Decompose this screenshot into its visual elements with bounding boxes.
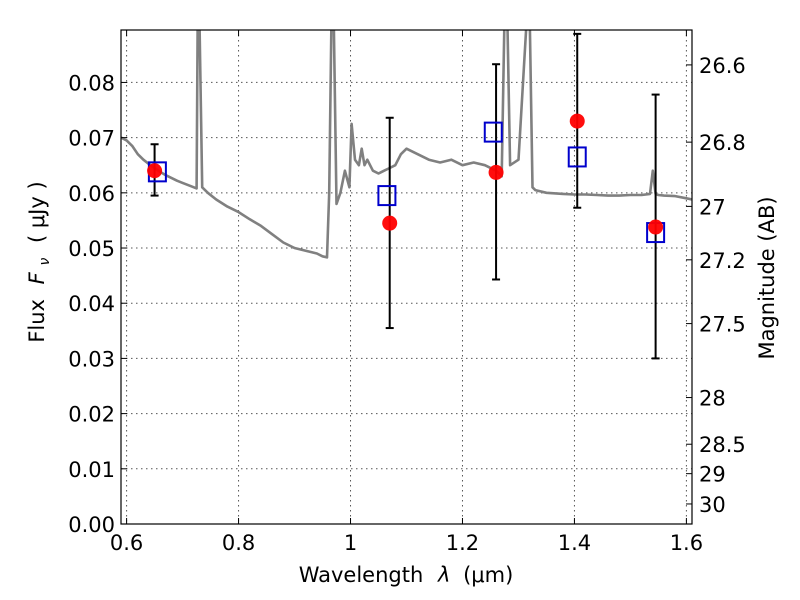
x-tick-label: 1.6 xyxy=(670,531,703,555)
axis-ticks: 0.6 0.8 1 1.2 1.4 1.6 0.00 0.01 0.02 0.03 0.04 0.05… xyxy=(68,30,746,555)
y2-tick-label: 26.6 xyxy=(699,54,746,78)
plot-frame xyxy=(120,29,693,525)
y-tick-label: 0.03 xyxy=(68,347,115,371)
model-point xyxy=(377,185,397,207)
model-markers xyxy=(147,121,666,244)
grid-lines xyxy=(121,30,692,525)
y-axis-symbol: F xyxy=(25,271,49,284)
model-point xyxy=(483,121,503,143)
y-axis-unit: ( μJy ) xyxy=(25,181,49,243)
y-tick-label: 0.01 xyxy=(68,458,115,482)
y-tick-label: 0.06 xyxy=(68,182,115,206)
model-point xyxy=(567,146,587,168)
y2-axis-title: Magnitude (AB) xyxy=(755,196,779,359)
y2-tick-label: 28.5 xyxy=(699,433,746,457)
x-axis-unit: (μm) xyxy=(463,563,513,587)
observed-markers xyxy=(147,113,664,235)
y-tick-label: 0.08 xyxy=(68,71,115,95)
observed-point xyxy=(569,113,585,129)
y2-tick-label: 29 xyxy=(699,463,726,487)
x-tick-label: 1 xyxy=(344,531,357,555)
y2-tick-label: 30 xyxy=(699,493,726,517)
x-tick-label: 1.2 xyxy=(446,531,479,555)
y-tick-label: 0.04 xyxy=(68,292,115,316)
y2-tick-label: 27.2 xyxy=(699,249,746,273)
x-tick-label: 0.8 xyxy=(222,531,255,555)
y-tick-label: 0.00 xyxy=(68,513,115,537)
y2-tick-label: 26.8 xyxy=(699,131,746,155)
spectrum-line xyxy=(121,30,692,259)
x-axis-title: Wavelength λ (μm) xyxy=(299,563,514,587)
observed-point xyxy=(147,163,163,179)
y-axis-subscript: ν xyxy=(37,258,53,266)
y-tick-label: 0.02 xyxy=(68,403,115,427)
y-tick-label: 0.05 xyxy=(68,237,115,261)
y-axis-title-text: Flux xyxy=(25,299,49,343)
observed-point xyxy=(382,215,398,231)
y2-tick-label: 28 xyxy=(699,387,726,411)
x-tick-label: 0.6 xyxy=(110,531,143,555)
observed-point xyxy=(488,164,504,180)
x-axis-title-text: Wavelength xyxy=(299,563,424,587)
spectrum-layer xyxy=(121,30,692,259)
x-tick-label: 1.4 xyxy=(558,531,591,555)
y-axis-title: Flux F ν ( μJy ) xyxy=(25,181,54,342)
observed-point xyxy=(648,219,664,235)
y2-tick-label: 27 xyxy=(699,195,726,219)
y2-tick-label: 27.5 xyxy=(699,313,746,337)
x-axis-symbol: λ xyxy=(437,563,450,587)
y-tick-label: 0.07 xyxy=(68,127,115,151)
